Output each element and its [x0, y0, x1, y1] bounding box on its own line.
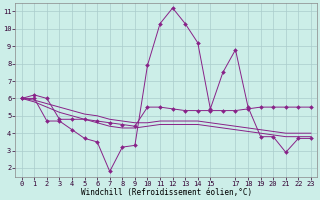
- X-axis label: Windchill (Refroidissement éolien,°C): Windchill (Refroidissement éolien,°C): [81, 188, 252, 197]
